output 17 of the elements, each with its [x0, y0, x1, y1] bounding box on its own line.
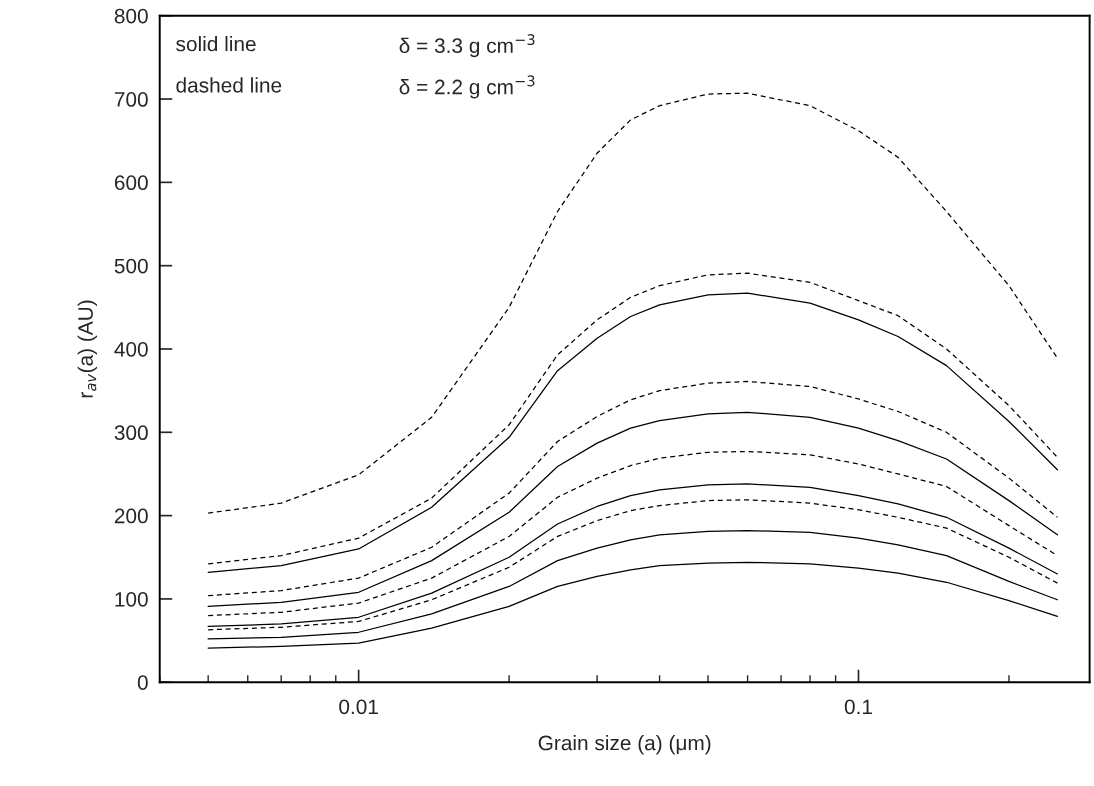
x-tick-label: 0.1: [844, 699, 872, 715]
annotation: solid line: [176, 36, 256, 52]
x-axis-title: Grain size (a) (μm): [538, 735, 711, 755]
y-tick-label: 0: [137, 675, 148, 690]
y-tick-label: 200: [114, 508, 148, 524]
x-tick-label: 0.01: [339, 699, 378, 715]
y-tick-label: 500: [114, 258, 148, 274]
y-tick-label: 100: [115, 591, 148, 607]
y-tick-label: 800: [114, 8, 148, 24]
y-tick-label: 400: [114, 341, 148, 357]
y-axis-title: r$_{av}$(a) (AU): [77, 300, 98, 398]
y-tick-label: 300: [114, 425, 148, 441]
annotation: δ = 3.3 g cm$^{−3}$: [399, 34, 535, 58]
annotation: δ = 2.2 g cm$^{−3}$: [399, 75, 535, 99]
annotation: dashed line: [176, 77, 282, 93]
y-tick-label: 700: [114, 92, 148, 107]
y-tick-label: 600: [114, 175, 148, 191]
